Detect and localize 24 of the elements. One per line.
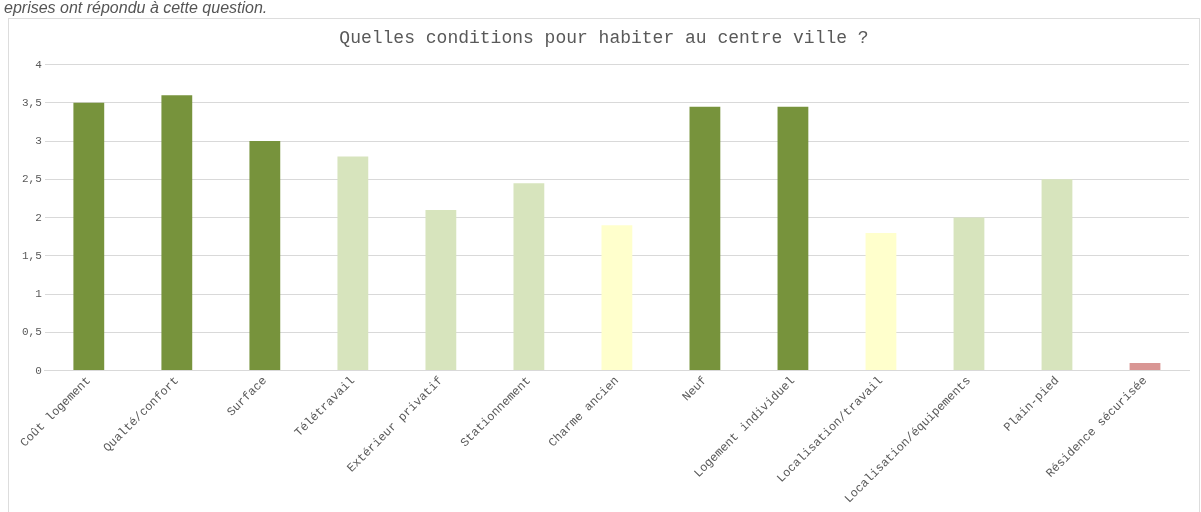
y-tick-label: 4 (35, 58, 43, 71)
y-tick-label: 1 (35, 288, 43, 301)
bar (513, 183, 545, 371)
bar (425, 209, 457, 371)
y-tick-label: 0,5 (21, 326, 42, 339)
bar (865, 232, 897, 371)
bar (1041, 179, 1073, 371)
y-tick-label: 2 (35, 211, 42, 224)
bar (1129, 362, 1161, 371)
bar (953, 217, 985, 371)
y-tick-label: 3 (35, 135, 42, 148)
y-tick-label: 3,5 (21, 96, 42, 109)
bar (689, 106, 721, 371)
y-tick-label: 0 (35, 364, 42, 377)
chart-title: Quelles conditions pour habiter au centre ville ? (339, 27, 869, 48)
y-tick-label: 2,5 (21, 173, 42, 186)
bar (337, 156, 369, 371)
bar (249, 141, 281, 371)
y-tick-label: 1,5 (21, 249, 42, 262)
bar (601, 225, 633, 371)
bar (73, 102, 105, 371)
bar (161, 95, 193, 371)
bar (777, 106, 809, 371)
text: eprises ont répondu à cette question. (3, 0, 269, 16)
